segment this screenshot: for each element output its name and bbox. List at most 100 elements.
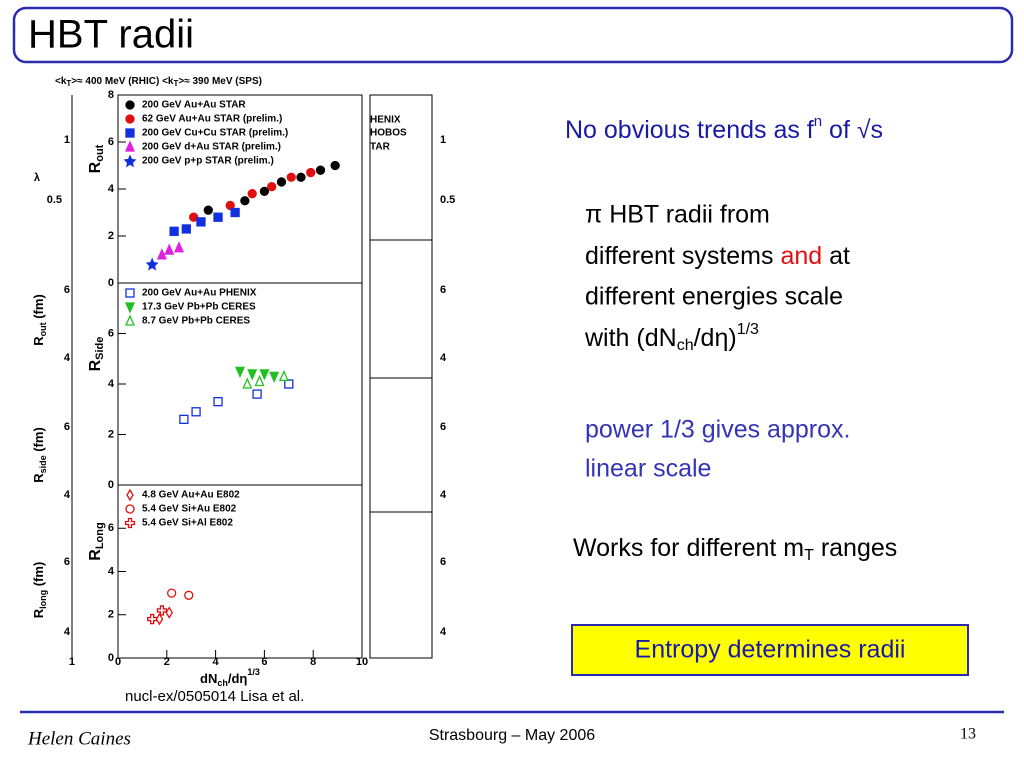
text-red: and [780, 242, 822, 270]
label-sub: side [38, 455, 48, 473]
label-sub: long [38, 590, 48, 609]
x-tick-label: 2 [164, 656, 170, 668]
point-scaling: π HBT radii from different systems and a… [584, 201, 850, 355]
data-point [330, 160, 340, 171]
data-point [145, 257, 159, 271]
data-point [306, 167, 316, 178]
caption-part: <k [55, 76, 67, 87]
data-point [196, 217, 206, 227]
data-point [247, 369, 258, 381]
left-axis-tick: 4 [64, 626, 71, 638]
text-part: Works for different m [573, 534, 804, 562]
label-sub: out [38, 322, 48, 336]
y-axis-label: RSide [87, 337, 106, 372]
label-part: dN [200, 671, 217, 686]
y-tick-label: 4 [108, 378, 115, 390]
legend-entry: 4.8 GeV Au+Au E802 [142, 490, 240, 501]
label-part: (fm) [31, 427, 46, 455]
data-point [191, 407, 201, 417]
y-tick-label: 6 [108, 327, 114, 339]
label-sub: out [94, 144, 106, 161]
data-point [173, 241, 185, 253]
highlight-box [571, 624, 969, 676]
data-point [234, 366, 246, 378]
footer-event: Strasbourg – May 2006 [429, 727, 595, 744]
data-point [179, 414, 189, 425]
x-tick-label: 10 [356, 656, 368, 668]
page-number: 13 [960, 726, 976, 743]
text-part: with (dN [584, 324, 677, 352]
text-part: No obvious trends as f [565, 116, 814, 144]
data-point [165, 606, 173, 619]
right-axis-text: 1 [440, 134, 446, 146]
data-point [147, 613, 158, 625]
legend-entry: 200 GeV p+p STAR (prelim.) [142, 156, 274, 167]
left-axis-label: Rside (fm) [31, 427, 48, 483]
x-tick-label: 8 [310, 656, 316, 668]
legend-entry: 200 GeV Au+Au STAR [142, 100, 246, 111]
legend-entry: 5.4 GeV Si+Al E802 [142, 518, 233, 529]
data-point [225, 200, 235, 211]
right-axis-text: 6 [440, 556, 446, 568]
legend-marker [126, 488, 134, 502]
y-tick-label: 0 [108, 277, 114, 289]
text-part: different systems [585, 242, 780, 270]
label-sub: ch [217, 678, 228, 688]
y-tick-label: 2 [108, 230, 114, 242]
reference: nucl-ex/0505014 Lisa et al. [125, 688, 304, 705]
highlight-text: Entropy determines radii [635, 636, 906, 664]
left-axis-tick: 6 [64, 556, 70, 568]
label-part: (fm) [31, 562, 46, 590]
figure-caption: <kT>≈ 400 MeV (RHIC) <kT>≈ 390 MeV (SPS) [55, 76, 262, 88]
data-point [164, 243, 175, 255]
label-part: R [31, 336, 46, 346]
point-mt: Works for different mT ranges [573, 534, 897, 565]
left-axis-tick: 1 [64, 134, 70, 146]
legend-marker [124, 140, 136, 152]
data-point [247, 189, 257, 199]
x-tick-label: 4 [213, 656, 220, 668]
left-axis-tick: 6 [64, 284, 70, 296]
label-part: R [31, 473, 46, 483]
footer-author: Helen Caines [27, 728, 131, 749]
panel-frame [117, 282, 363, 486]
y-tick-label: 8 [108, 89, 114, 101]
y-tick-label: 0 [108, 652, 114, 664]
legend-marker [124, 517, 136, 529]
right-axis-text: 4 [440, 352, 447, 364]
data-point [278, 369, 289, 382]
right-axis-text: 6 [440, 284, 446, 296]
label-sup: 1/3 [247, 667, 260, 677]
legend-marker [125, 114, 135, 124]
right-frame [369, 94, 433, 659]
right-axis-text: TAR [370, 142, 391, 153]
data-point [276, 177, 287, 187]
legend-marker [124, 314, 136, 326]
text-sub: T [804, 547, 814, 564]
data-point [167, 588, 177, 598]
label-part: R [87, 359, 104, 371]
data-point [252, 389, 262, 399]
data-point [269, 371, 280, 384]
data-point [213, 397, 223, 407]
y-tick-label: 6 [108, 136, 114, 148]
data-point [156, 248, 167, 260]
data-point [184, 590, 194, 600]
data-point [188, 212, 199, 222]
left-axis-tick: 1 [69, 656, 75, 668]
text-part: at [822, 242, 850, 270]
x-axis-label: dNch/dη1/3 [200, 667, 260, 688]
data-point [315, 165, 326, 175]
data-point [213, 212, 223, 222]
legend-marker [125, 128, 135, 138]
x-tick-label: 6 [261, 656, 267, 668]
left-axis-tick: 6 [64, 421, 70, 433]
caption-sub: T [66, 79, 71, 88]
data-point [254, 374, 265, 387]
text-part: ranges [814, 534, 897, 562]
right-axis-text: 4 [440, 626, 447, 638]
right-axis-text: 6 [440, 421, 446, 433]
legend-entry: 8.7 GeV Pb+Pb CERES [142, 316, 250, 327]
